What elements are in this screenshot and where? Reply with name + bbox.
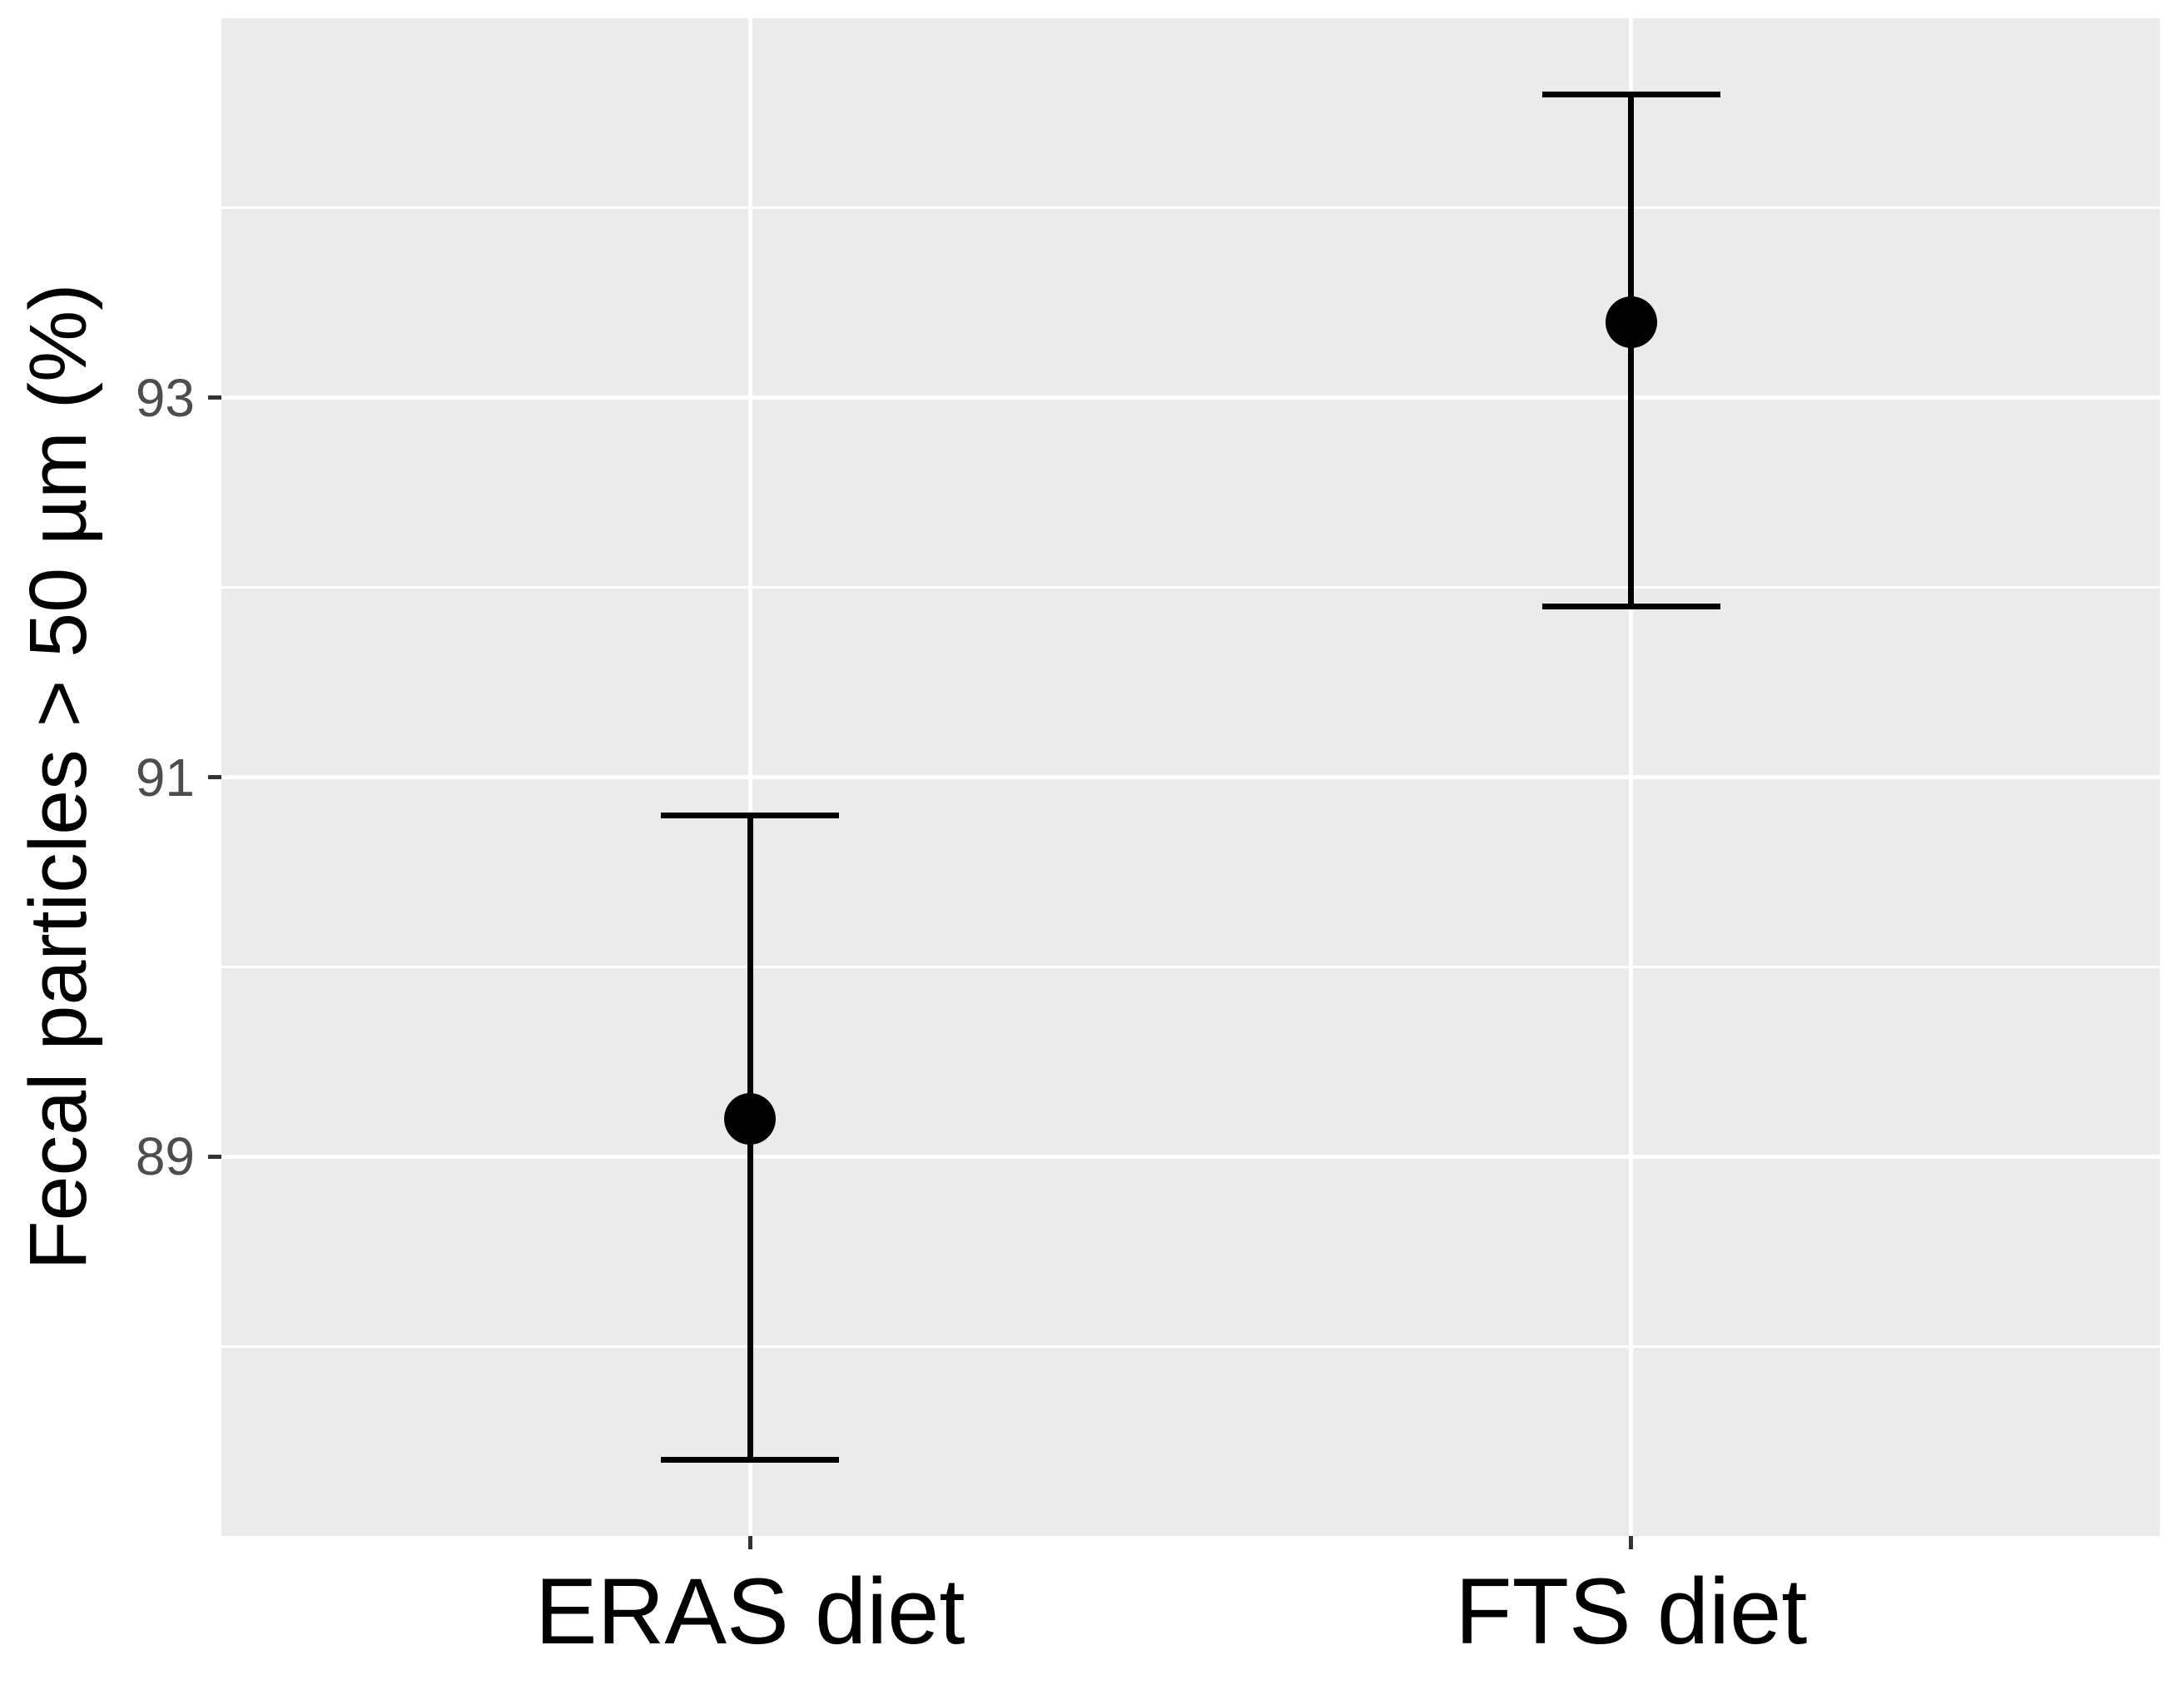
gridline-major [221, 395, 2160, 400]
y-axis-tick [208, 1154, 221, 1159]
error-bar-line [1628, 94, 1635, 607]
gridline-minor [221, 965, 2160, 968]
y-tick-label: 93 [135, 367, 195, 428]
x-axis-tick [747, 1536, 752, 1549]
y-tick-label: 89 [135, 1126, 195, 1187]
y-tick-label: 91 [135, 747, 195, 808]
gridline-minor [221, 206, 2160, 210]
error-bar-cap-top [661, 812, 840, 818]
plot-panel [221, 18, 2160, 1536]
gridline-major [221, 775, 2160, 779]
y-axis-tick [208, 775, 221, 779]
x-tick-label: FTS diet [1455, 1559, 1808, 1663]
data-point [724, 1092, 777, 1145]
gridline-vertical [1629, 18, 1634, 1536]
y-axis-tick [208, 395, 221, 400]
gridline-minor [221, 1345, 2160, 1348]
error-bar-cap-top [1541, 91, 1720, 97]
gridline-minor [221, 586, 2160, 589]
data-point [1605, 296, 1657, 348]
x-tick-label: ERAS diet [534, 1559, 965, 1663]
gridline-major [221, 1154, 2160, 1159]
x-axis-tick [1629, 1536, 1634, 1549]
error-bar-cap-bottom [661, 1457, 840, 1464]
gridline-vertical [747, 18, 752, 1536]
error-bar-cap-bottom [1541, 603, 1720, 609]
